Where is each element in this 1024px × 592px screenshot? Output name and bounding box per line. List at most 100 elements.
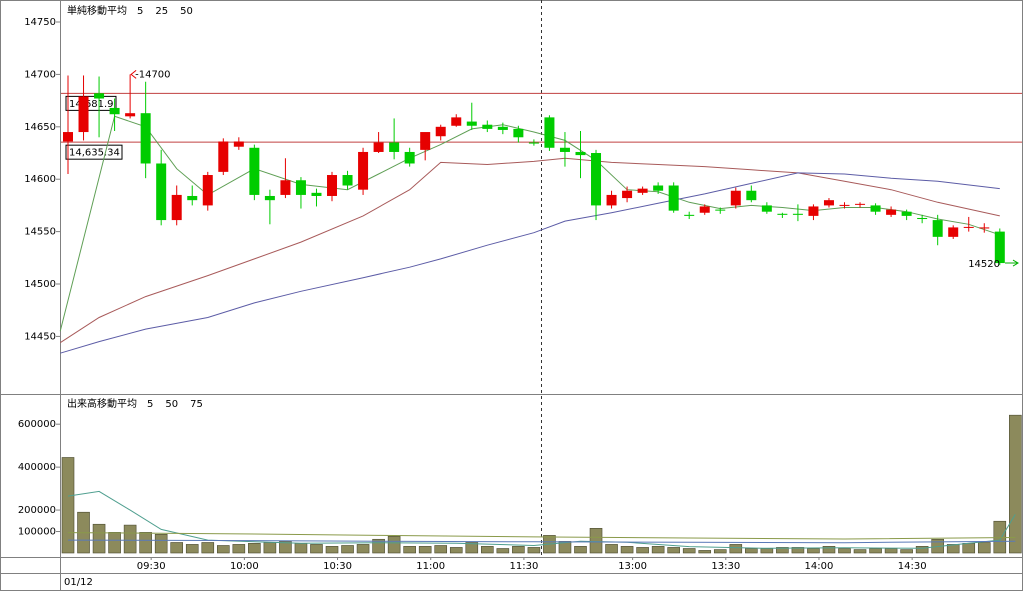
volume-bar — [481, 546, 494, 554]
volume-bar — [248, 543, 261, 554]
volume-bar — [341, 545, 354, 554]
candle-body — [295, 180, 306, 195]
y-tick-label: 14750 — [24, 17, 56, 28]
candle-body — [218, 141, 229, 172]
volume-bar — [776, 547, 789, 554]
x-tick-label: 09:30 — [137, 561, 166, 572]
candle-body — [606, 194, 617, 206]
candle-body — [171, 194, 182, 221]
volume-bar — [698, 550, 712, 554]
volume-bar — [760, 548, 774, 554]
candle-body — [699, 206, 710, 213]
x-tick-label: 11:30 — [509, 561, 538, 572]
candle-body — [264, 195, 275, 201]
volume-bar — [263, 542, 277, 554]
volume-bar — [496, 548, 510, 554]
candle-body — [761, 205, 772, 212]
legend-title: 単純移動平均 — [67, 4, 127, 17]
volume-bar — [977, 542, 991, 554]
volume-bar — [636, 547, 649, 554]
volume-bar — [651, 546, 665, 554]
volume-bar — [682, 548, 696, 554]
volume-bar — [92, 523, 106, 554]
volume-bar — [418, 546, 432, 554]
candle-body — [901, 211, 912, 216]
last-price-arrow — [1005, 259, 1019, 267]
candle-body — [528, 142, 539, 144]
candle-body — [591, 153, 602, 206]
y-tick-label: 14550 — [24, 227, 56, 238]
volume-bar — [387, 535, 401, 554]
volume-bar — [838, 548, 851, 554]
candle-body — [870, 205, 881, 212]
volume-bar — [279, 541, 292, 554]
y-tick-label: 100000 — [18, 527, 56, 538]
candle-body — [451, 117, 462, 126]
volume-bar — [745, 548, 758, 554]
volume-bar — [620, 546, 634, 554]
volume-bar — [822, 546, 836, 554]
candle-body — [373, 142, 384, 152]
x-tick-label: 14:30 — [898, 561, 927, 572]
candle-body — [187, 195, 198, 201]
candle-body — [233, 141, 244, 147]
candle-body — [963, 226, 974, 228]
volume-bar — [713, 549, 727, 554]
volume-bar — [589, 528, 603, 554]
volume-bar — [325, 546, 339, 554]
volume-bar — [574, 546, 587, 554]
y-tick-label: 14450 — [24, 331, 56, 342]
volume-bar — [729, 544, 743, 554]
legend-entry: 50 — [165, 399, 178, 410]
date-label: 01/12 — [64, 577, 93, 588]
candle-body — [78, 96, 89, 133]
x-tick-label: 10:30 — [323, 561, 352, 572]
volume-bar — [869, 548, 882, 554]
candle-body — [156, 163, 167, 221]
y-tick-label: 14700 — [24, 69, 56, 80]
candle-body — [544, 117, 555, 148]
volume-bar — [605, 544, 618, 554]
candle-body — [730, 190, 741, 206]
x-tick-label: 10:00 — [230, 561, 259, 572]
y-tick-label: 14500 — [24, 279, 56, 290]
candle-body — [979, 227, 990, 229]
last-price-label: 14520 — [968, 259, 1000, 270]
candle-body — [622, 190, 633, 199]
volume-bar — [170, 542, 184, 554]
legend-entry: 50 — [180, 6, 193, 17]
y-tick-label: 400000 — [18, 462, 56, 473]
candle-body — [559, 147, 570, 152]
volume-bar — [791, 547, 805, 554]
candle-body — [932, 220, 943, 237]
price-line-label-box — [65, 95, 117, 111]
candle-body — [575, 151, 586, 156]
volume-bar — [154, 534, 168, 554]
candle-body — [808, 206, 819, 216]
candle-body — [435, 126, 446, 137]
volume-bar — [201, 542, 215, 554]
volume-bar — [512, 546, 525, 554]
ma-line — [67, 490, 1016, 549]
y-tick-label: 14650 — [24, 122, 56, 133]
candle-body — [715, 209, 726, 211]
volume-bar — [123, 524, 137, 554]
candle-body — [311, 192, 322, 196]
ma-line — [67, 539, 1016, 544]
volume-bar — [403, 546, 416, 554]
candle-body — [358, 151, 369, 190]
candle-body — [482, 124, 493, 129]
volume-bar — [294, 543, 308, 554]
candle-body — [420, 132, 431, 150]
ma-line — [59, 157, 1000, 344]
candle-body — [202, 175, 213, 206]
x-tick-label: 11:00 — [416, 561, 445, 572]
candle-body — [917, 217, 928, 220]
volume-bar — [61, 457, 75, 554]
y-tick-label: 14600 — [24, 174, 56, 185]
candle-body — [280, 180, 291, 195]
volume-bar — [884, 548, 898, 554]
high-marker-arrow — [130, 70, 137, 79]
candle-body — [109, 107, 120, 115]
